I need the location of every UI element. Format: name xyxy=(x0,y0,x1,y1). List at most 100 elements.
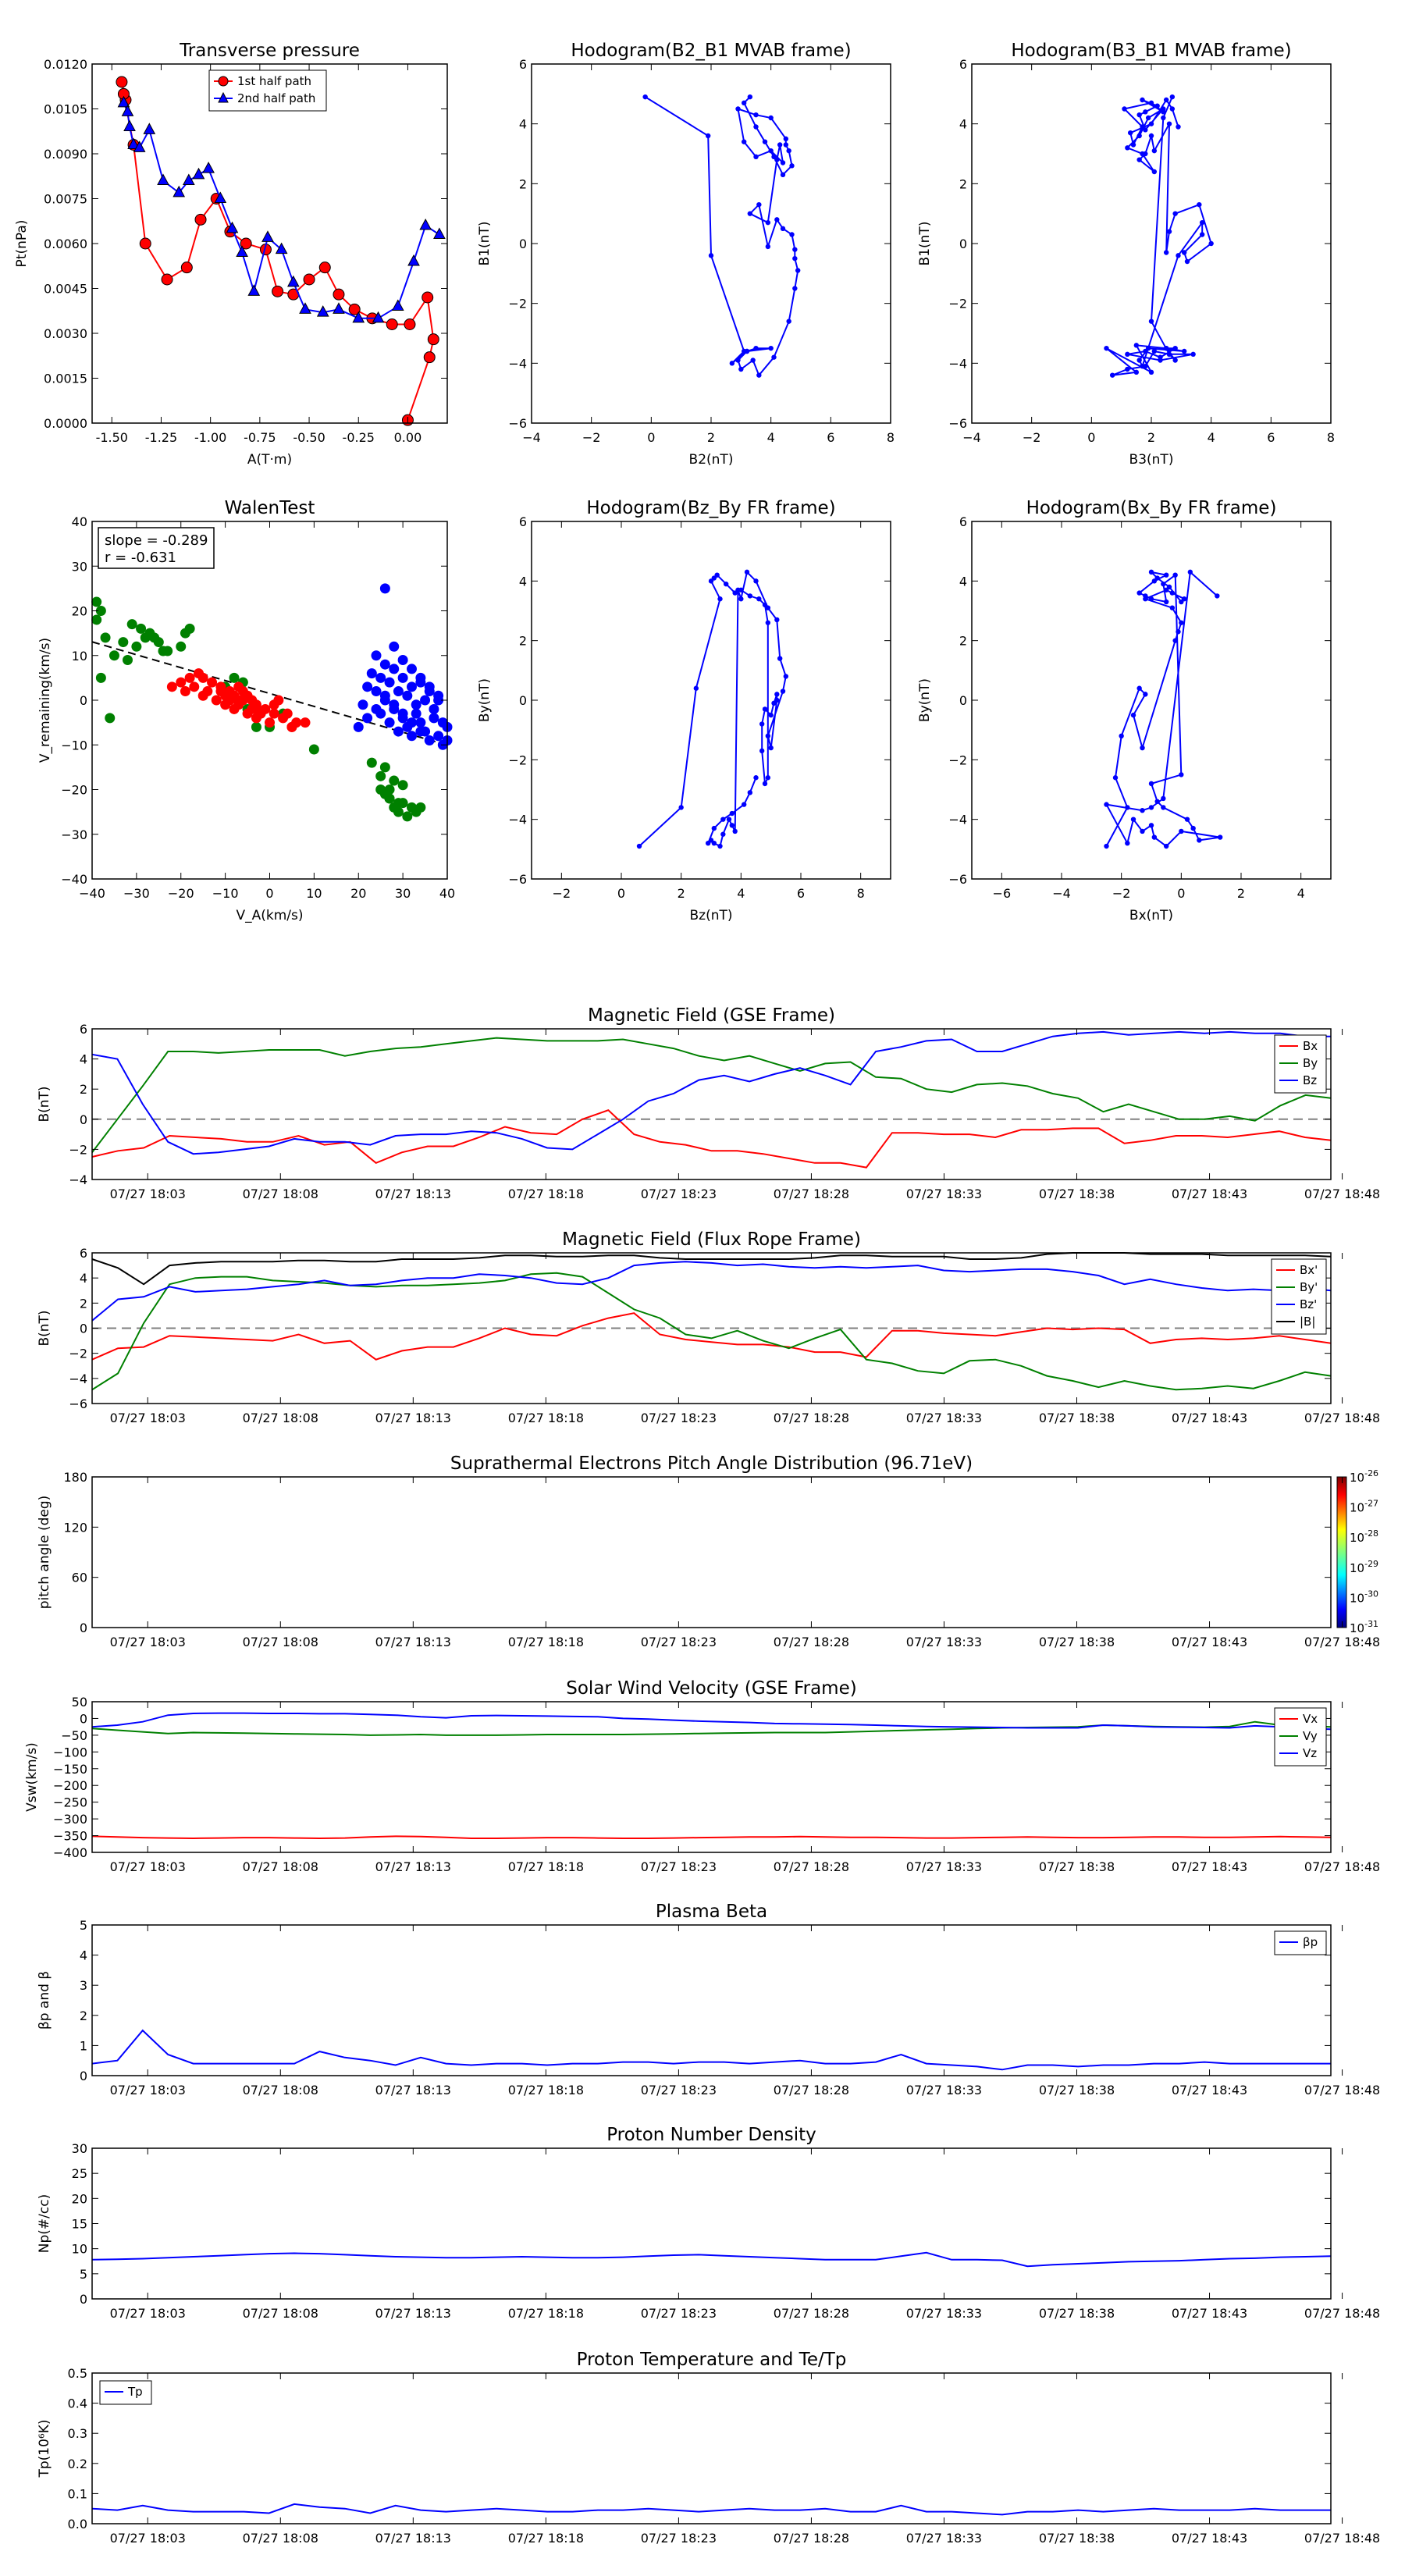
proton_density-plot-frame xyxy=(91,2147,1332,2300)
transverse_pressure-marker xyxy=(422,291,434,304)
solar_wind-xtick-label: 07/27 18:08 xyxy=(243,1859,318,1874)
proton_density-ytick-label: 10 xyxy=(72,2242,87,2257)
hodogram_b3_b1-marker xyxy=(1154,103,1160,109)
walen_test-point-red xyxy=(215,686,226,697)
hodogram_b3_b1-marker xyxy=(1197,201,1202,208)
transverse_pressure-marker xyxy=(236,245,248,257)
proton_density-xtick-label: 07/27 18:03 xyxy=(110,2306,186,2321)
pitch_angle-panel: Suprathermal Electrons Pitch Angle Distr… xyxy=(37,1453,1380,1649)
hodogram_b3_b1-marker xyxy=(1140,363,1145,369)
pitch_angle-xtick-label: 07/27 18:03 xyxy=(110,1635,186,1649)
hodogram_b2_b1-marker xyxy=(708,253,714,258)
transverse_pressure-marker xyxy=(423,351,436,364)
walen_test-point-green xyxy=(393,806,404,817)
hodogram_b2_b1-marker xyxy=(777,142,783,148)
pitch_angle-colorbar-exponent: -30 xyxy=(1364,1589,1378,1599)
transverse_pressure-marker xyxy=(316,305,329,317)
hodogram_bz_by-marker xyxy=(780,688,786,694)
walen_test-xtick-label: −40 xyxy=(79,886,105,901)
walen_test-point-blue xyxy=(420,695,431,706)
transverse_pressure-ytick-label: 0.0120 xyxy=(44,57,87,72)
hodogram_bx_by-marker xyxy=(1148,569,1154,575)
proton_density-ytick-label: 5 xyxy=(80,2267,87,2282)
walen_test-point-green xyxy=(105,713,116,724)
solar_wind-xtick-label: 07/27 18:48 xyxy=(1304,1859,1380,1874)
transverse_pressure-legend-label: 1st half path xyxy=(237,74,311,88)
transverse_pressure-marker xyxy=(123,119,136,131)
walen_test-annotation: slope = -0.289 xyxy=(105,532,208,549)
hodogram_bx_by-marker xyxy=(1130,712,1136,718)
hodogram_b3_b1-marker xyxy=(1133,343,1140,348)
hodogram_b2_b1-marker xyxy=(741,100,747,106)
hodogram_b2_b1-xtick-label: 4 xyxy=(767,430,775,445)
walen_test-annotation: r = -0.631 xyxy=(105,550,176,566)
mag_gse-ytick-label: 6 xyxy=(80,1022,87,1037)
hodogram_bx_by-ytick-label: 0 xyxy=(959,693,967,708)
transverse_pressure-xtick-label: -1.00 xyxy=(194,430,226,445)
solar_wind-ytick-label: 50 xyxy=(72,1695,87,1710)
solar_wind-series-Vz xyxy=(91,1712,1332,1731)
transverse_pressure-title: Transverse pressure xyxy=(179,41,360,61)
hodogram_bz_by-xtick-label: 6 xyxy=(797,886,805,901)
hodogram_b3_b1-marker xyxy=(1163,345,1169,351)
walen_test-point-green xyxy=(100,632,111,643)
walen_test-xtick-label: 40 xyxy=(439,886,455,901)
transverse_pressure-marker xyxy=(143,123,156,134)
transverse_pressure-marker xyxy=(133,141,146,152)
solar_wind-title: Solar Wind Velocity (GSE Frame) xyxy=(566,1678,856,1699)
walen_test-point-green xyxy=(91,614,102,625)
hodogram_bx_by-marker xyxy=(1217,834,1223,840)
walen_test-point-red xyxy=(180,686,190,697)
proton_density-ytick-label: 25 xyxy=(72,2166,87,2181)
transverse_pressure-marker xyxy=(116,76,128,88)
hodogram_bx_by-marker xyxy=(1130,817,1136,822)
walen_test-point-blue xyxy=(393,726,404,737)
walen_test-point-blue xyxy=(353,721,364,732)
hodogram_b3_b1-marker xyxy=(1199,232,1205,237)
transverse_pressure-marker xyxy=(372,311,385,323)
hodogram_b3_b1-ytick-label: −2 xyxy=(948,297,967,311)
transverse_pressure-marker xyxy=(427,333,439,346)
solar_wind-legend-label: Vy xyxy=(1303,1729,1318,1743)
transverse_pressure-marker xyxy=(391,299,404,311)
hodogram_bx_by-marker xyxy=(1148,596,1154,602)
hodogram_b3_b1-ytick-label: 4 xyxy=(959,117,967,132)
walen_test-point-blue xyxy=(379,583,390,594)
walen_test-point-blue xyxy=(379,659,390,670)
walen_test-point-blue xyxy=(411,699,422,710)
hodogram_b3_b1-marker xyxy=(1166,351,1172,358)
hodogram_b3_b1-marker xyxy=(1190,351,1196,358)
walen_test-point-green xyxy=(149,632,160,643)
walen_test-point-green xyxy=(126,619,137,630)
walen_test-point-green xyxy=(375,770,386,781)
walen_test-ylabel: V_remaining(km/s) xyxy=(37,638,53,763)
solar_wind-ytick-label: −300 xyxy=(53,1812,87,1827)
hodogram_b3_b1-marker xyxy=(1151,148,1158,154)
proton_temp-ytick-label: 0.3 xyxy=(68,2426,87,2441)
hodogram_bx_by-marker xyxy=(1148,805,1154,810)
proton_density-xtick-label: 07/27 18:48 xyxy=(1304,2306,1380,2321)
mag_fr-ytick-label: −6 xyxy=(69,1397,87,1411)
plasma_beta-xtick-label: 07/27 18:18 xyxy=(508,2083,584,2097)
pitch_angle-xtick-label: 07/27 18:23 xyxy=(641,1635,717,1649)
hodogram_b2_b1-marker xyxy=(783,142,789,148)
proton_temp-ytick-label: 0.0 xyxy=(68,2517,87,2532)
mag_gse-ylabel: B(nT) xyxy=(37,1086,52,1122)
pitch_angle-xtick-label: 07/27 18:43 xyxy=(1172,1635,1247,1649)
hodogram_bx_by-marker xyxy=(1176,629,1181,635)
transverse_pressure-legend-box xyxy=(208,69,327,112)
walen_test-point-blue xyxy=(384,717,395,728)
transverse_pressure-xtick-label: -0.75 xyxy=(244,430,276,445)
hodogram_bz_by-marker xyxy=(774,697,780,703)
hodogram_b2_b1-marker xyxy=(786,148,791,154)
proton_density-ytick-label: 30 xyxy=(72,2141,87,2156)
mag_gse-series-By xyxy=(91,1037,1332,1153)
mag_gse-xtick-label: 07/27 18:03 xyxy=(110,1187,186,1201)
walen_test-point-red xyxy=(251,703,261,714)
hodogram_bz_by-marker xyxy=(732,828,738,834)
hodogram_bz_by-marker xyxy=(705,841,711,846)
hodogram_bz_by-xtick-label: 4 xyxy=(737,886,745,901)
hodogram_b2_b1-marker xyxy=(768,345,774,351)
pitch_angle-ytick-label: 120 xyxy=(63,1520,87,1535)
hodogram_b2_b1-marker xyxy=(753,112,759,118)
